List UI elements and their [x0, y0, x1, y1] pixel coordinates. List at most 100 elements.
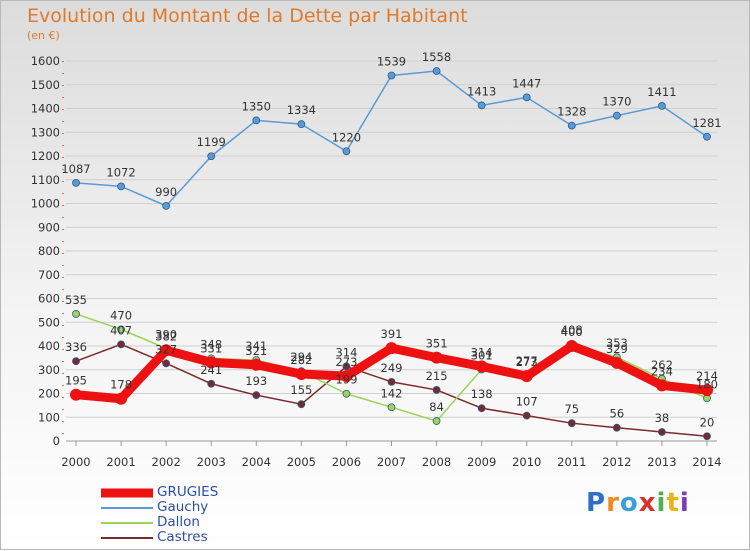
data-label-castres: 327 [155, 342, 177, 356]
y-tick-label: 1300 [31, 125, 60, 139]
data-point-grugies [565, 340, 578, 352]
y-tick-label: 1600 [31, 54, 60, 68]
data-label-grugies: 273 [335, 355, 357, 369]
data-point-gauchy [72, 178, 80, 187]
logo-letter: P [586, 488, 607, 518]
y-tick-label: 700 [38, 268, 60, 282]
data-point-castres [297, 400, 306, 409]
data-point-grugies [70, 388, 82, 401]
data-point-grugies [340, 370, 353, 383]
data-label-castres: 407 [110, 323, 132, 337]
data-label-dallon: 353 [606, 336, 628, 350]
data-point-grugies [115, 392, 128, 405]
data-point-gauchy [522, 93, 531, 102]
data-point-gauchy [342, 147, 351, 156]
data-label-gauchy: 1558 [422, 50, 451, 64]
data-point-castres [387, 377, 396, 386]
data-point-grugies [250, 358, 263, 371]
logo-letter: o [619, 488, 639, 518]
data-point-grugies [430, 351, 443, 364]
data-label-dallon: 341 [245, 339, 267, 353]
data-point-grugies [520, 370, 533, 383]
data-point-gauchy [297, 120, 306, 129]
data-label-castres: 336 [65, 340, 87, 354]
y-tick-label: 400 [38, 339, 60, 353]
data-point-dallon [72, 310, 80, 318]
y-tick-label: 500 [38, 315, 60, 329]
data-label-gauchy: 1220 [332, 130, 361, 144]
legend-swatch [101, 488, 153, 497]
chart-unit-label: (en €) [27, 29, 60, 42]
data-label-dallon: 294 [290, 350, 312, 364]
data-label-gauchy: 1334 [287, 103, 316, 117]
x-tick-label: 2012 [602, 455, 631, 469]
data-label-gauchy: 1199 [197, 135, 226, 149]
data-label-dallon: 535 [65, 293, 87, 307]
y-tick-label: 1200 [31, 149, 60, 163]
logo-letter: i [679, 488, 690, 518]
data-label-grugies: 382 [155, 329, 177, 343]
legend-swatch [101, 506, 153, 509]
y-tick-label: 200 [38, 387, 60, 401]
data-point-castres [162, 359, 171, 368]
data-point-gauchy [117, 182, 125, 191]
data-label-castres: 107 [516, 395, 538, 409]
y-tick-label: 100 [38, 410, 60, 424]
data-point-grugies [160, 344, 173, 357]
data-point-castres [252, 391, 261, 400]
data-point-gauchy [432, 67, 441, 75]
data-point-castres [703, 432, 711, 441]
data-label-castres: 215 [426, 369, 448, 383]
data-point-castres [342, 362, 351, 371]
data-point-gauchy [658, 101, 666, 110]
grid-layer [66, 60, 717, 442]
data-label-grugies: 314 [471, 345, 493, 359]
data-point-castres [612, 423, 621, 432]
data-point-castres [117, 340, 125, 349]
data-label-dallon: 348 [200, 337, 222, 351]
x-tick-label: 2011 [557, 455, 586, 469]
data-point-gauchy [252, 116, 261, 125]
data-point-castres [522, 411, 531, 420]
data-label-gauchy: 1539 [377, 54, 406, 68]
logo-letter: i [656, 488, 667, 518]
data-label-castres: 138 [471, 387, 493, 401]
data-point-castres [658, 428, 666, 436]
y-tick-label: 0 [53, 434, 60, 448]
data-label-castres: 314 [335, 345, 357, 359]
data-point-dallon [387, 403, 396, 412]
x-tick-label: 2004 [242, 455, 271, 469]
x-tick-label: 2014 [692, 455, 721, 469]
data-point-grugies [655, 379, 668, 392]
data-label-dallon: 301 [471, 349, 493, 363]
data-label-grugies: 234 [651, 364, 673, 378]
data-label-gauchy: 1087 [61, 162, 90, 176]
legend-label: Gauchy [157, 499, 209, 515]
legend-swatch [101, 536, 153, 539]
data-point-castres [477, 404, 486, 413]
data-point-grugies [475, 360, 488, 373]
data-label-dallon: 262 [651, 358, 673, 372]
data-point-dallon [342, 389, 351, 398]
data-point-grugies [205, 356, 218, 369]
data-point-grugies [701, 384, 713, 397]
data-label-grugies: 195 [65, 374, 87, 388]
x-tick-label: 2000 [61, 455, 90, 469]
data-point-gauchy [207, 152, 216, 161]
data-label-dallon: 390 [155, 327, 177, 341]
data-point-grugies [610, 356, 623, 369]
logo-letter: x [638, 488, 657, 518]
y-tick-label: 800 [38, 244, 60, 258]
data-label-grugies: 321 [245, 344, 267, 358]
y-tick-label: 900 [38, 220, 60, 234]
data-label-grugies: 214 [696, 369, 718, 383]
data-label-dallon: 408 [561, 323, 583, 337]
data-label-grugies: 282 [290, 353, 312, 367]
data-label-castres: 249 [381, 361, 403, 375]
legend-swatch [101, 521, 153, 524]
data-point-castres [207, 379, 216, 388]
y-tick-label: 600 [38, 292, 60, 306]
data-point-dallon [117, 325, 125, 334]
